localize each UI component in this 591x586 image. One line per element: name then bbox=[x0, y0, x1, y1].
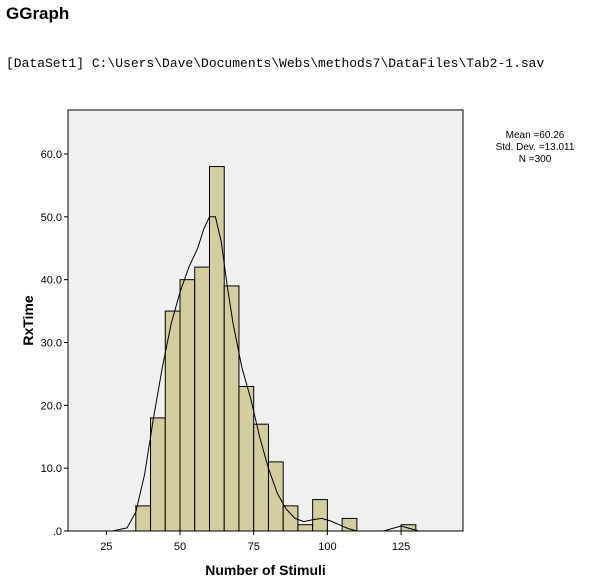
x-tick-label: 50 bbox=[174, 541, 186, 553]
y-axis-ticks: .0 10.0 20.0 30.0 40.0 50.0 60.0 bbox=[41, 149, 68, 538]
histogram-bar bbox=[282, 505, 299, 532]
stat-n: N =300 bbox=[519, 154, 552, 165]
histogram-bar bbox=[223, 285, 240, 532]
y-tick-label: 50.0 bbox=[41, 212, 62, 224]
x-tick-label: 100 bbox=[318, 541, 336, 553]
stat-std-dev: Std. Dev. =13.011 bbox=[496, 142, 575, 153]
histogram-bar bbox=[179, 279, 196, 532]
histogram-bar bbox=[238, 385, 255, 532]
y-tick-label: .0 bbox=[53, 526, 62, 538]
x-tick-label: 75 bbox=[248, 541, 260, 553]
x-tick-label: 125 bbox=[392, 541, 410, 553]
histogram-bar bbox=[297, 524, 314, 532]
y-tick-label: 20.0 bbox=[41, 400, 62, 412]
y-tick-label: 10.0 bbox=[41, 463, 62, 475]
stat-mean: Mean =60.26 bbox=[506, 130, 565, 141]
y-tick-label: 40.0 bbox=[41, 275, 62, 287]
y-tick-label: 60.0 bbox=[41, 149, 62, 161]
x-tick-label: 25 bbox=[100, 541, 112, 553]
output-heading: GGraph bbox=[6, 4, 70, 23]
histogram-bar bbox=[135, 505, 152, 532]
histogram-bars bbox=[135, 166, 417, 532]
dataset-path: [DataSet1] C:\Users\Dave\Documents\Webs\… bbox=[6, 56, 545, 71]
y-tick-label: 30.0 bbox=[41, 337, 62, 349]
histogram-bar bbox=[150, 417, 166, 532]
histogram-bar bbox=[194, 266, 210, 532]
histogram-bar bbox=[267, 461, 284, 532]
y-axis-label: RxTime bbox=[20, 295, 36, 346]
normal-curve bbox=[97, 216, 428, 532]
histogram-bar bbox=[312, 499, 328, 532]
x-axis-ticks: 25 50 75 100 125 bbox=[100, 531, 410, 553]
x-axis-label: Number of Stimuli bbox=[205, 562, 326, 578]
